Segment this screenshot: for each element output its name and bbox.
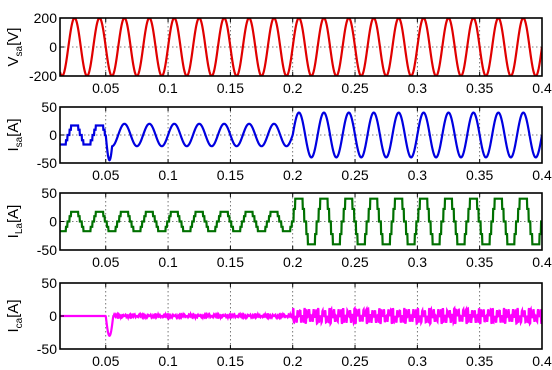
panel-3: 0.05 0.1 0.15 0.2 0.25 0.3 0.35 0.4 -50 0 50 ILa[A] (5, 185, 552, 270)
x-tick-label: 0.4 (532, 167, 552, 183)
x-tick-label: 0.2 (283, 254, 303, 270)
x-tick-label: 0.35 (466, 80, 493, 96)
x-tick-label: 0.3 (408, 353, 428, 369)
x-tick-label: 0.35 (466, 353, 493, 369)
x-tick-label: 0.2 (283, 353, 303, 369)
y-axis-label: Ica[A] (5, 299, 25, 332)
x-tick-label: 0.1 (158, 80, 178, 96)
x-tick-label: 0.1 (158, 353, 178, 369)
y-tick-label: -50 (37, 242, 57, 258)
y-tick-label: 50 (41, 99, 57, 115)
y-tick-label: 200 (34, 10, 58, 26)
waveform-line (60, 197, 542, 246)
x-tick-label: 0.2 (283, 167, 303, 183)
x-tick-label: 0.35 (466, 167, 493, 183)
y-axis-label: Isa[A] (5, 118, 25, 151)
x-tick-label: 0.1 (158, 167, 178, 183)
x-tick-label: 0.05 (92, 254, 119, 270)
y-tick-label: 0 (49, 214, 57, 230)
x-tick-label: 0.15 (217, 254, 244, 270)
x-tick-label: 0.4 (532, 254, 552, 270)
x-tick-label: 0.05 (92, 353, 119, 369)
panel-2: 0.05 0.1 0.15 0.2 0.25 0.3 0.35 0.4 -50 0 50 Isa[A] (5, 99, 552, 183)
x-tick-label: 0.1 (158, 254, 178, 270)
x-tick-label: 0.25 (341, 80, 368, 96)
y-tick-label: 0 (49, 127, 57, 143)
x-tick-label: 0.4 (532, 80, 552, 96)
y-tick-label: 0 (49, 39, 57, 55)
x-tick-label: 0.25 (341, 353, 368, 369)
y-tick-label: 0 (49, 308, 57, 324)
x-tick-label: 0.25 (341, 167, 368, 183)
x-tick-label: 0.3 (408, 254, 428, 270)
y-tick-label: -200 (29, 68, 57, 84)
x-tick-label: 0.15 (217, 80, 244, 96)
x-tick-label: 0.2 (283, 80, 303, 96)
y-tick-label: 50 (41, 275, 57, 291)
y-axis-label: ILa[A] (5, 205, 25, 239)
y-tick-label: -50 (37, 155, 57, 171)
panel-1: 0.05 0.1 0.15 0.2 0.25 0.3 0.35 0.4 -200 0 200 Vsa[… (5, 10, 552, 96)
x-tick-label: 0.15 (217, 167, 244, 183)
x-tick-label: 0.4 (532, 353, 552, 369)
x-tick-label: 0.25 (341, 254, 368, 270)
x-tick-label: 0.05 (92, 80, 119, 96)
y-axis-label: Vsa[V] (5, 28, 25, 67)
x-tick-label: 0.35 (466, 254, 493, 270)
y-tick-label: 50 (41, 185, 57, 201)
waveform-line (60, 111, 542, 162)
y-tick-label: -50 (37, 341, 57, 357)
x-tick-label: 0.3 (408, 167, 428, 183)
x-tick-label: 0.05 (92, 167, 119, 183)
waveform-line (60, 305, 542, 337)
panel-4: 0.05 0.1 0.15 0.2 0.25 0.3 0.35 0.4 -50 0 50 Ica[A] (5, 275, 552, 369)
x-tick-label: 0.3 (408, 80, 428, 96)
x-tick-label: 0.15 (217, 353, 244, 369)
